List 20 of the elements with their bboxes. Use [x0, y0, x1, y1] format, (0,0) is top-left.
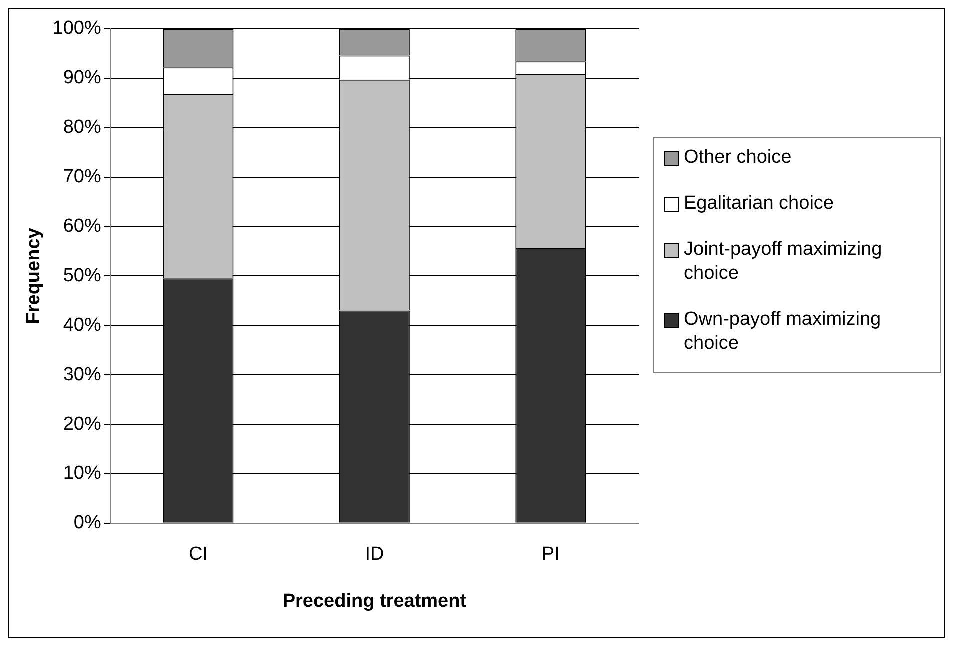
- legend-label: Other choice: [684, 146, 792, 170]
- y-tick-label: 20%: [63, 414, 102, 435]
- y-tick-label: 60%: [63, 216, 102, 237]
- y-tick-label: 40%: [63, 314, 102, 336]
- legend-label: Joint-payoff maximizing choice: [684, 238, 884, 286]
- y-tick-label: 0%: [74, 512, 102, 534]
- y-tick-label: 50%: [63, 265, 102, 286]
- x-tick-label: CI: [188, 544, 208, 566]
- x-tick-label: ID: [365, 544, 384, 566]
- text: Egalitarian choice: [684, 192, 834, 216]
- y-tick-label: 100%: [52, 18, 102, 40]
- x-tick-label: PI: [542, 544, 560, 566]
- legend-label: Own-payoff maximizing choice: [684, 308, 882, 356]
- y-tick-label: 80%: [63, 117, 102, 138]
- x-axis-title: Preceding treatment: [282, 590, 468, 612]
- y-tick-label: 10%: [63, 463, 102, 484]
- y-tick-label: 90%: [63, 68, 102, 89]
- y-tick-label: 70%: [63, 166, 102, 188]
- y-tick-label: 30%: [63, 364, 102, 386]
- y-axis-title: Frequency: [24, 228, 45, 324]
